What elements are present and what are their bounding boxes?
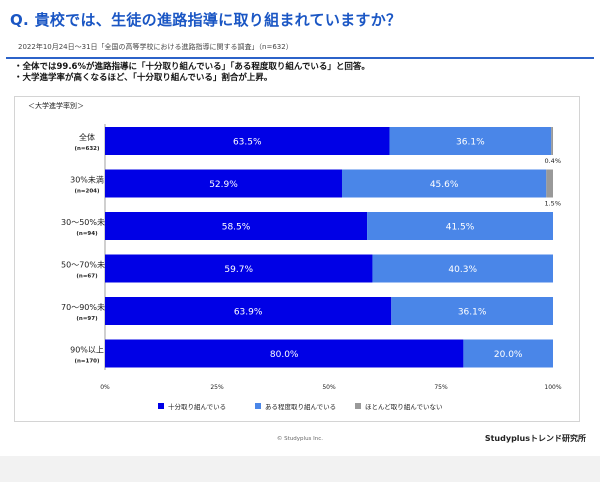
bar-segment [389, 127, 552, 155]
data-label: 40.3% [448, 265, 477, 275]
x-tick-label: 25% [210, 384, 224, 391]
data-label: 80.0% [270, 350, 299, 360]
bar-segment [546, 169, 553, 198]
legend-swatch [355, 403, 361, 409]
bar-segment [372, 254, 553, 283]
x-tick-label: 50% [322, 384, 336, 391]
summary-bullet-2: ・大学進学率が高くなるほど、「十分取り組んでいる」割合が上昇。 [14, 73, 273, 83]
survey-subtitle: 2022年10月24日～31日「全国の高等学校における進路指導に関する調査」（n… [18, 43, 293, 51]
category-n-label: (n=170) [74, 359, 100, 365]
category-label: 全体 [79, 132, 95, 142]
data-label: 36.1% [458, 308, 487, 318]
data-label: 36.1% [456, 138, 485, 148]
bar-segment [105, 297, 392, 325]
data-label: 45.6% [430, 180, 459, 190]
category-label: 50～70%未満 [61, 260, 113, 270]
data-label: 59.7% [224, 265, 253, 275]
legend-label: ほとんど取り組んでいない [365, 402, 442, 411]
legend-swatch [255, 403, 261, 409]
bar-segment [105, 254, 373, 283]
data-label: 63.9% [234, 308, 263, 318]
bar-segment [367, 212, 553, 240]
data-label: 63.5% [233, 138, 262, 148]
bar-segment [105, 127, 390, 155]
legend-label: ある程度取り組んでいる [265, 402, 336, 411]
group-label: ＜大学進学率別＞ [28, 102, 84, 110]
legend-swatch [158, 403, 164, 409]
x-tick-label: 0% [100, 384, 110, 391]
bar-segment [391, 297, 553, 325]
copyright: © Studyplus Inc. [276, 436, 324, 442]
bar-segment [105, 212, 368, 240]
page-title: Q. 貴校では、生徒の進路指導に取り組まれていますか？ [10, 11, 402, 29]
title-divider [6, 57, 594, 59]
data-label: 20.0% [494, 350, 523, 360]
bar-segment [105, 169, 342, 198]
category-n-label: (n=94) [76, 231, 98, 237]
bar-segment [341, 169, 547, 198]
x-tick-label: 100% [544, 384, 561, 391]
data-label: 41.5% [446, 223, 475, 233]
brand-name: Studyplusトレンド研究所 [484, 434, 586, 443]
data-label: 58.5% [222, 223, 251, 233]
data-label: 52.9% [209, 180, 238, 190]
category-n-label: (n=204) [74, 189, 100, 195]
legend-label: 十分取り組んでいる [168, 402, 226, 411]
x-tick-label: 75% [434, 384, 448, 391]
summary-bullet-1: ・全体では99.6%が進路指導に「十分取り組んでいる」「ある程度取り組んでいる」… [14, 62, 370, 72]
category-n-label: (n=67) [76, 274, 98, 280]
category-n-label: (n=632) [74, 146, 100, 152]
bar-segment [463, 339, 553, 368]
summary-bullets: ・全体では99.6%が進路指導に「十分取り組んでいる」「ある程度取り組んでいる」… [14, 62, 370, 84]
stacked-bar-chart: 全体 (n=632) 63.5% 36.1% 0.4% 30%未満 (n=204) 52.9%… [61, 124, 562, 411]
category-label: 30～50%未満 [61, 217, 113, 227]
category-label: 70～90%未満 [61, 302, 113, 312]
bar-segment [551, 127, 553, 155]
category-label: 30%未満 [70, 175, 104, 185]
slide-card: Q. 貴校では、生徒の進路指導に取り組まれていますか？ 2022年10月24日～… [0, 0, 600, 456]
bar-segment [105, 339, 464, 368]
data-label-small: 0.4% [544, 157, 561, 165]
category-label: 90%以上 [70, 346, 104, 355]
category-n-label: (n=97) [76, 316, 98, 322]
data-label-small: 1.5% [544, 200, 561, 208]
